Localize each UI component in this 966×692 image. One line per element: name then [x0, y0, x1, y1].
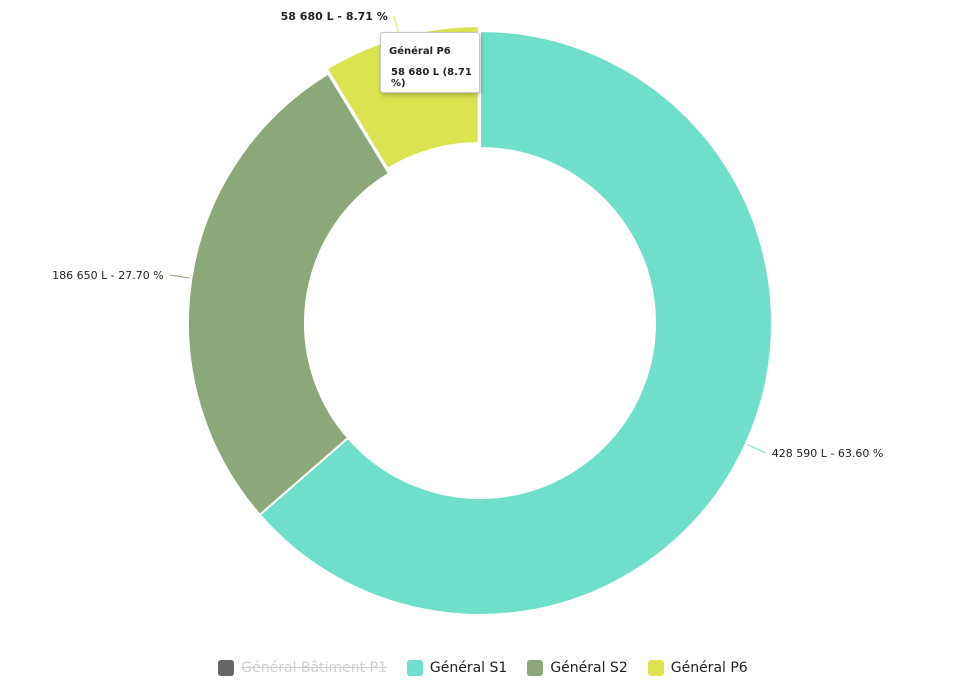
chart-legend: Général Bâtiment P1 Général S1 Général S… [0, 655, 966, 681]
legend-swatch [527, 660, 544, 676]
legend-item-general-s2[interactable]: Général S2 [527, 660, 628, 676]
donut-slice-2[interactable] [187, 72, 391, 517]
legend-swatch [406, 660, 423, 676]
legend-label: Général S2 [550, 660, 628, 676]
chart-tooltip: Général P6 58 680 L (8.71 %) [380, 32, 480, 93]
data-label-connector [393, 15, 400, 36]
legend-label: Général P6 [670, 660, 748, 676]
data-label-connector [747, 444, 766, 454]
legend-item-general-s1[interactable]: Général S1 [406, 660, 508, 676]
legend-item-general-p6[interactable]: Général P6 [647, 660, 748, 676]
legend-swatch [647, 660, 664, 676]
data-label: 186 650 L - 27.70 % [52, 269, 164, 282]
tooltip-value: 58 680 L (8.71 %) [391, 67, 472, 89]
data-label: 428 590 L - 63.60 % [772, 447, 884, 460]
legend-label: Général S1 [429, 660, 508, 676]
data-label: 58 680 L - 8.71 % [281, 10, 388, 23]
legend-item-general-batiment-p1[interactable]: Général Bâtiment P1 [218, 660, 387, 676]
legend-label: Général Bâtiment P1 [241, 660, 387, 676]
legend-swatch [218, 660, 235, 676]
tooltip-title: Général P6 [389, 46, 451, 57]
donut-chart: 428 590 L - 63.60 % 186 650 L - 27.70 % 58… [52, 10, 884, 616]
donut-slice-1[interactable] [258, 29, 773, 616]
data-label-connector [169, 274, 190, 279]
